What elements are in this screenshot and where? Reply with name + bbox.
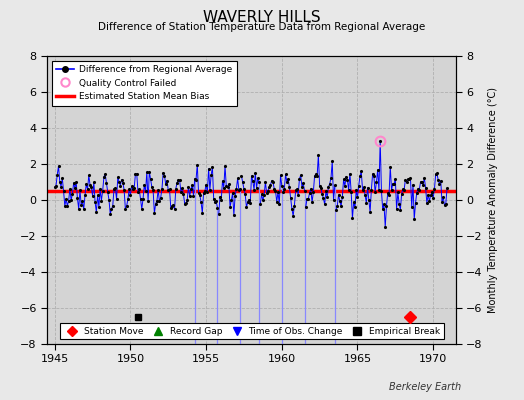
Text: Difference of Station Temperature Data from Regional Average: Difference of Station Temperature Data f…	[99, 22, 425, 32]
Text: WAVERLY HILLS: WAVERLY HILLS	[203, 10, 321, 25]
Legend: Station Move, Record Gap, Time of Obs. Change, Empirical Break: Station Move, Record Gap, Time of Obs. C…	[60, 323, 443, 340]
Text: Berkeley Earth: Berkeley Earth	[389, 382, 461, 392]
Y-axis label: Monthly Temperature Anomaly Difference (°C): Monthly Temperature Anomaly Difference (…	[488, 87, 498, 313]
